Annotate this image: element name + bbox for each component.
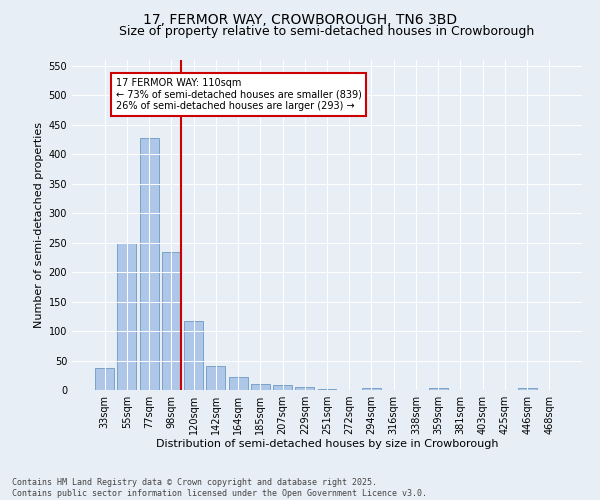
Bar bbox=[273, 386, 292, 390]
Bar bbox=[95, 368, 114, 390]
Bar bbox=[518, 388, 536, 390]
Bar bbox=[429, 388, 448, 390]
Bar bbox=[140, 138, 158, 390]
Title: Size of property relative to semi-detached houses in Crowborough: Size of property relative to semi-detach… bbox=[119, 25, 535, 38]
Y-axis label: Number of semi-detached properties: Number of semi-detached properties bbox=[34, 122, 44, 328]
Bar bbox=[317, 389, 337, 390]
Bar bbox=[206, 366, 225, 390]
Text: 17 FERMOR WAY: 110sqm
← 73% of semi-detached houses are smaller (839)
26% of sem: 17 FERMOR WAY: 110sqm ← 73% of semi-deta… bbox=[116, 78, 362, 111]
Bar bbox=[362, 388, 381, 390]
Bar bbox=[229, 377, 248, 390]
X-axis label: Distribution of semi-detached houses by size in Crowborough: Distribution of semi-detached houses by … bbox=[156, 438, 498, 448]
Bar bbox=[184, 321, 203, 390]
Bar bbox=[162, 252, 181, 390]
Bar bbox=[118, 242, 136, 390]
Text: 17, FERMOR WAY, CROWBOROUGH, TN6 3BD: 17, FERMOR WAY, CROWBOROUGH, TN6 3BD bbox=[143, 12, 457, 26]
Bar bbox=[251, 384, 270, 390]
Bar bbox=[295, 387, 314, 390]
Text: Contains HM Land Registry data © Crown copyright and database right 2025.
Contai: Contains HM Land Registry data © Crown c… bbox=[12, 478, 427, 498]
